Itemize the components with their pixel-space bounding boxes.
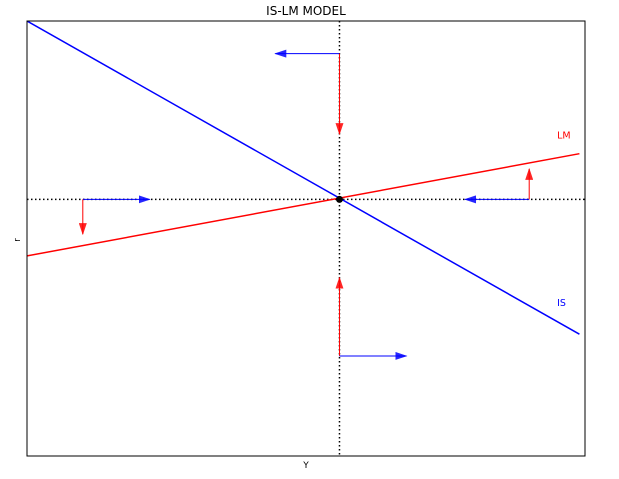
- adjustment-arrows: [78, 49, 534, 360]
- series-group: [27, 21, 580, 335]
- curve-label-lm: LM: [557, 130, 571, 141]
- points-group: [335, 195, 343, 203]
- equilibrium-guides: [27, 21, 585, 456]
- plot-frame: [26, 20, 586, 457]
- series-line-lm: [27, 152, 580, 257]
- equilibrium-point: [335, 195, 343, 203]
- y-axis-label: r: [13, 238, 23, 242]
- chart-title: IS-LM MODEL: [266, 4, 346, 18]
- curve-labels: LM IS: [557, 130, 571, 308]
- series-line-is: [27, 21, 580, 335]
- x-axis-label: Y: [302, 461, 309, 471]
- plot-area: [27, 21, 585, 456]
- curve-label-is: IS: [557, 298, 566, 309]
